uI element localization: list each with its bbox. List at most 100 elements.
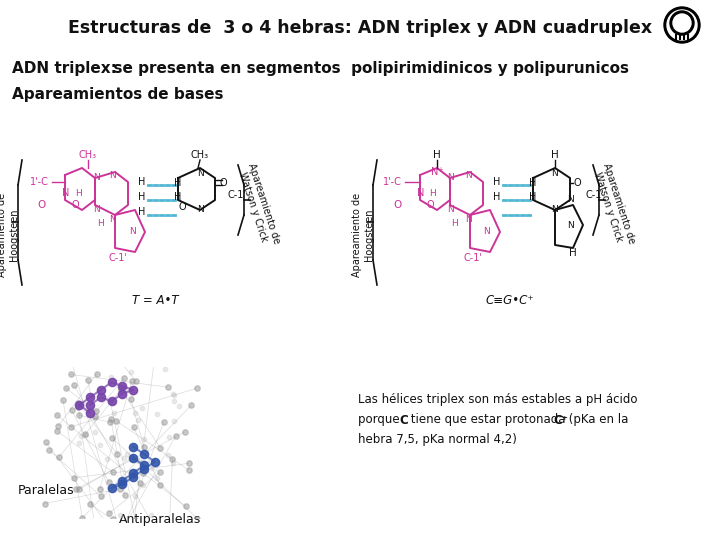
Text: H: H [430,188,436,198]
Point [134,479,145,488]
Point [155,534,166,540]
Point [106,378,117,387]
Point [82,375,94,384]
Point [71,485,82,494]
Point [186,401,197,409]
Point [104,509,115,518]
Point [130,376,142,385]
Text: C-1': C-1' [464,253,482,263]
Point [151,474,163,483]
Point [138,465,150,474]
Point [65,422,76,431]
Point [117,389,128,398]
Point [40,437,52,446]
Text: Las hélices triplex son más estables a pH ácido: Las hélices triplex son más estables a p… [358,394,637,407]
Point [68,381,80,389]
Point [127,469,139,477]
Text: H: H [174,178,181,188]
Point [53,453,65,462]
Point [102,454,113,463]
Text: Apareamientos de bases: Apareamientos de bases [12,87,223,103]
Point [106,484,117,492]
Point [138,443,150,451]
Point [128,423,140,431]
Text: hebra 7,5, pKa normal 4,2): hebra 7,5, pKa normal 4,2) [358,434,517,447]
Text: N: N [464,171,472,179]
Point [127,386,139,394]
Point [138,450,150,458]
Point [105,373,117,381]
Point [104,418,116,427]
Point [179,428,191,436]
Point [138,461,150,470]
Point [114,484,125,493]
Point [117,382,128,390]
Point [66,406,77,414]
Point [167,390,179,399]
Text: O: O [393,200,401,210]
Text: O: O [573,178,581,188]
Text: N: N [448,206,454,214]
Point [94,441,106,450]
Point [163,433,175,441]
Point [102,341,113,350]
Text: N: N [109,215,117,225]
Point [73,399,84,408]
Point [113,523,125,532]
Point [114,511,126,520]
Point [168,458,179,467]
Text: H: H [551,150,559,160]
Point [94,527,105,536]
Text: N⁺: N⁺ [431,167,444,177]
Point [126,388,138,397]
Point [174,348,186,356]
Text: C-1': C-1' [109,253,127,263]
Point [192,514,203,523]
Point [60,384,72,393]
Text: H: H [174,192,181,202]
Point [51,427,63,435]
Point [168,391,179,400]
Point [79,430,91,439]
Point [104,397,116,406]
Point [68,474,80,482]
Text: N: N [197,168,203,178]
Point [73,439,85,448]
Point [154,468,166,476]
Text: O: O [219,178,227,188]
Point [105,415,117,424]
Text: N: N [567,195,573,205]
Point [43,446,55,455]
Circle shape [673,14,691,32]
Point [84,401,96,409]
Point [166,455,178,463]
Text: tiene que estar protonada: tiene que estar protonada [407,414,570,427]
Point [117,480,128,489]
Text: Apareamiento de
Hoogsteen: Apareamiento de Hoogsteen [0,193,19,277]
Text: N: N [93,173,99,183]
Circle shape [670,11,694,35]
Text: 1'-C: 1'-C [383,177,402,187]
Text: se presenta en segmentos  polipirimidinicos y polipurunicos: se presenta en segmentos polipirimidinic… [103,60,629,76]
Point [132,416,144,424]
Text: C-1': C-1' [585,190,604,200]
Text: N: N [552,168,559,178]
Point [119,384,130,393]
Point [95,386,107,394]
Point [132,457,144,465]
Text: H: H [451,219,459,227]
Point [119,491,130,500]
Text: C-1': C-1' [228,190,247,200]
Point [136,403,148,412]
Point [76,514,88,522]
Point [39,499,50,508]
Point [138,469,149,477]
Point [125,368,137,376]
Text: CH₃: CH₃ [191,150,209,160]
Text: H: H [529,178,536,188]
Text: H: H [529,192,536,202]
Point [95,492,107,501]
Point [80,430,91,439]
Text: H: H [433,150,441,160]
Point [147,464,158,472]
